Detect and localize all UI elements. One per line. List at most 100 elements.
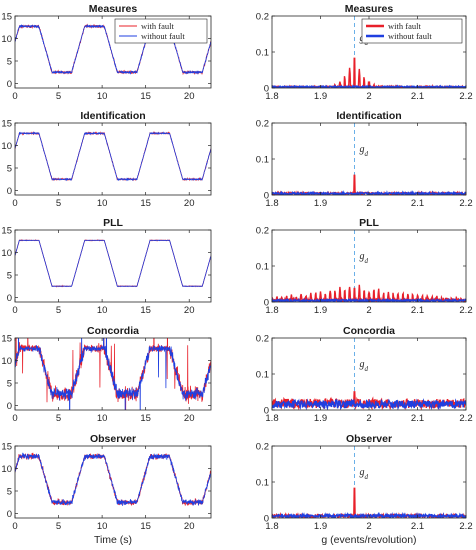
- x-tick-label: 15: [140, 305, 151, 316]
- y-tick-label: 0.1: [256, 154, 269, 165]
- x-tick-label: 2.2: [459, 305, 472, 316]
- subplot-title: Concordia: [87, 325, 139, 337]
- subplot-4: Identification gd 1.8 1.9 2 2.1 2.2 0 0.1 0.2: [256, 110, 473, 209]
- x-tick-label: 10: [97, 413, 108, 424]
- x-tick-label: 20: [184, 305, 195, 316]
- series-with-fault: [15, 131, 211, 182]
- subplot-10: Observer gd 1.8 1.9 2 2.1 2.2 0 0.1 0.2 g (events/…: [256, 433, 473, 546]
- plot-area: [272, 338, 466, 410]
- y-tick-label: 0: [264, 297, 269, 308]
- x-tick-label: 5: [56, 521, 61, 532]
- x-tick-label: 15: [140, 91, 151, 102]
- x-tick-label: 0: [12, 413, 17, 424]
- x-tick-label: 1.9: [314, 305, 327, 316]
- y-tick-label: 15: [1, 225, 12, 236]
- y-tick-label: 10: [1, 141, 12, 152]
- x-tick-label: 2: [366, 521, 371, 532]
- x-axis-label: Time (s): [94, 534, 132, 546]
- subplot-title: Concordia: [343, 325, 395, 337]
- y-tick-label: 5: [7, 486, 12, 497]
- series-with-fault: [272, 487, 466, 518]
- legend-entry: without fault: [388, 31, 432, 41]
- x-tick-label: 2.2: [459, 413, 472, 424]
- gd-annotation: gd: [359, 359, 368, 373]
- axes-box: [14, 15, 212, 89]
- y-tick-label: 0.1: [256, 477, 269, 488]
- subplot-9: Observer 0 5 10 15 20 0 5 10 15 Time (s): [1, 433, 212, 546]
- x-tick-label: 10: [97, 305, 108, 316]
- subplot-title: PLL: [359, 217, 379, 229]
- y-tick-label: 0: [264, 513, 269, 524]
- axes-box: [14, 229, 212, 303]
- axes-box: [14, 122, 212, 196]
- x-tick-label: 1.9: [314, 198, 327, 209]
- x-tick-label: 1.8: [265, 91, 278, 102]
- y-tick-label: 0: [7, 186, 12, 197]
- y-tick-label: 5: [7, 378, 12, 389]
- legend-entry: with fault: [141, 21, 174, 31]
- x-tick-label: 1.9: [314, 413, 327, 424]
- y-tick-label: 10: [1, 248, 12, 259]
- x-tick-label: 20: [184, 198, 195, 209]
- y-tick-label: 10: [1, 464, 12, 475]
- x-tick-label: 2.1: [411, 521, 424, 532]
- y-tick-label: 5: [7, 56, 12, 67]
- legend-entry: with fault: [388, 21, 421, 31]
- x-tick-label: 1.9: [314, 91, 327, 102]
- axes-box: [271, 122, 467, 196]
- subplot-7: Concordia 0 5 10 15 20 0 5 10 15: [1, 325, 212, 424]
- subplot-3: Identification 0 5 10 15 20 0 5 10 15: [1, 110, 212, 209]
- y-tick-label: 0: [7, 79, 12, 90]
- x-tick-label: 1.8: [265, 198, 278, 209]
- series-with-fault: [15, 239, 211, 288]
- x-axis-label: g (events/revolution): [321, 534, 416, 546]
- y-tick-label: 5: [7, 270, 12, 281]
- subplot-6: PLL gd 1.8 1.9 2 2.1 2.2 0 0.1 0.2: [256, 217, 473, 316]
- y-tick-label: 0: [264, 190, 269, 201]
- y-tick-label: 5: [7, 163, 12, 174]
- x-tick-label: 2: [366, 305, 371, 316]
- x-tick-label: 5: [56, 305, 61, 316]
- subplot-title: Identification: [80, 110, 145, 122]
- subplot-title: Measures: [345, 3, 394, 15]
- y-tick-label: 0: [264, 83, 269, 94]
- x-tick-label: 20: [184, 91, 195, 102]
- y-tick-label: 0: [7, 509, 12, 520]
- y-tick-label: 0.2: [256, 441, 269, 452]
- axes-box: [14, 445, 212, 519]
- gd-annotation: gd: [359, 251, 368, 265]
- x-tick-label: 5: [56, 198, 61, 209]
- x-tick-label: 2.2: [459, 521, 472, 532]
- y-tick-label: 0.2: [256, 11, 269, 22]
- series-without-fault: [15, 23, 211, 75]
- subplot-5: PLL 0 5 10 15 20 0 5 10 15: [1, 217, 212, 316]
- axes-box: [14, 337, 212, 411]
- x-tick-label: 20: [184, 413, 195, 424]
- plot-area: [272, 123, 466, 195]
- plot-area: [15, 239, 211, 288]
- x-tick-label: 15: [140, 413, 151, 424]
- y-tick-label: 0: [7, 293, 12, 304]
- plot-area: [15, 131, 211, 182]
- x-tick-label: 2.1: [411, 198, 424, 209]
- y-tick-label: 0.1: [256, 261, 269, 272]
- x-tick-label: 2.1: [411, 413, 424, 424]
- y-tick-label: 10: [1, 356, 12, 367]
- y-tick-label: 0.1: [256, 369, 269, 380]
- plot-area: [15, 338, 211, 410]
- subplot-title: Measures: [89, 3, 138, 15]
- x-tick-label: 2: [366, 91, 371, 102]
- x-tick-label: 1.8: [265, 305, 278, 316]
- x-tick-label: 0: [12, 91, 17, 102]
- x-tick-label: 5: [56, 413, 61, 424]
- y-tick-label: 0: [264, 405, 269, 416]
- y-tick-label: 15: [1, 333, 12, 344]
- subplot-title: Identification: [336, 110, 401, 122]
- series-without-fault: [15, 338, 211, 410]
- axes-box: [271, 445, 467, 519]
- x-tick-label: 1.8: [265, 413, 278, 424]
- x-tick-label: 2.2: [459, 91, 472, 102]
